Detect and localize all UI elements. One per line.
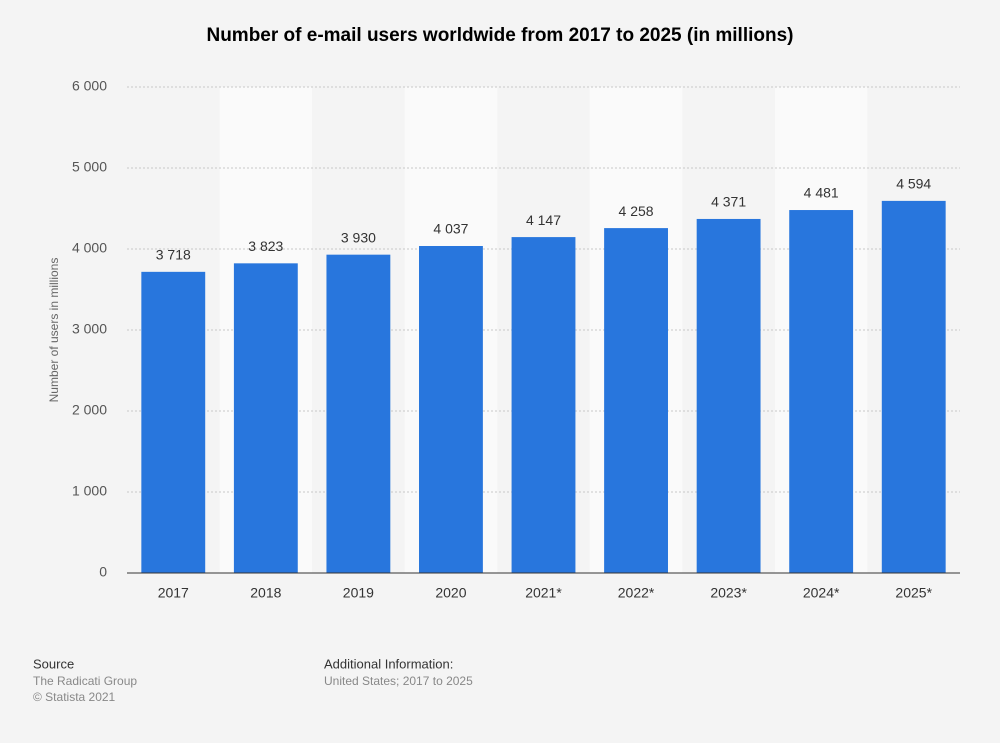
y-tick-label: 2 000 [72, 402, 107, 418]
x-tick-label: 2019 [343, 585, 374, 601]
y-tick-label: 4 000 [72, 240, 107, 256]
y-tick-label: 1 000 [72, 483, 107, 499]
y-axis-title: Number of users in millions [47, 258, 61, 403]
info: United States; 2017 to 2025 [324, 674, 473, 688]
bar [419, 246, 483, 574]
value-label: 4 037 [433, 221, 468, 237]
bar [789, 210, 854, 573]
value-label: 4 371 [711, 194, 746, 210]
y-tick-label: 5 000 [72, 159, 107, 175]
x-tick-label: 2017 [158, 585, 189, 601]
value-label: 4 481 [804, 185, 839, 201]
chart-title: Number of e-mail users worldwide from 20… [206, 25, 793, 46]
source: The Radicati Group [33, 674, 137, 688]
bar [326, 254, 391, 574]
value-label: 4 147 [526, 212, 561, 228]
bar [233, 263, 298, 573]
value-label: 3 823 [248, 238, 283, 254]
x-tick-label: 2021* [525, 585, 562, 601]
bar [604, 228, 668, 574]
x-tick-label: 2020 [435, 585, 466, 601]
bar [511, 237, 576, 573]
y-tick-label: 3 000 [72, 321, 107, 337]
value-label: 4 258 [619, 203, 654, 219]
source-heading: Source [33, 656, 74, 671]
x-tick-label: 2025* [895, 585, 932, 601]
value-label: 3 718 [156, 247, 191, 263]
value-label: 3 930 [341, 229, 376, 245]
bar [881, 200, 946, 574]
y-tick-label: 0 [99, 564, 107, 580]
copyright: © Statista 2021 [33, 690, 116, 704]
x-tick-label: 2024* [803, 585, 840, 601]
x-tick-label: 2022* [618, 585, 655, 601]
x-tick-label: 2018 [250, 585, 281, 601]
bar [696, 218, 761, 573]
value-label: 4 594 [896, 176, 931, 192]
bar [141, 271, 206, 573]
y-tick-label: 6 000 [72, 78, 107, 94]
info-heading: Additional Information: [324, 656, 453, 671]
x-tick-label: 2023* [710, 585, 747, 601]
